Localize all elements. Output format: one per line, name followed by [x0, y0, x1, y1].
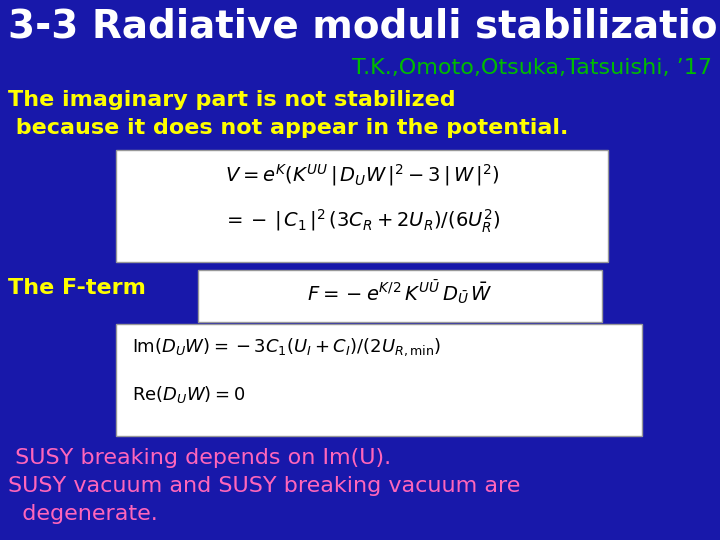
- Text: $\mathrm{Re}(D_U W) = 0$: $\mathrm{Re}(D_U W) = 0$: [132, 384, 246, 405]
- Text: The F-term: The F-term: [8, 278, 146, 298]
- Text: SUSY vacuum and SUSY breaking vacuum are: SUSY vacuum and SUSY breaking vacuum are: [8, 476, 521, 496]
- FancyBboxPatch shape: [116, 150, 608, 262]
- Text: because it does not appear in the potential.: because it does not appear in the potent…: [8, 118, 568, 138]
- FancyBboxPatch shape: [198, 270, 602, 322]
- Text: T.K.,Omoto,Otsuka,Tatsuishi, ’17: T.K.,Omoto,Otsuka,Tatsuishi, ’17: [352, 58, 712, 78]
- Text: SUSY breaking depends on Im(U).: SUSY breaking depends on Im(U).: [8, 448, 391, 468]
- Text: $= -\,|\,C_1\,|^2\,(3C_R + 2U_R)/(6U_R^2)$: $= -\,|\,C_1\,|^2\,(3C_R + 2U_R)/(6U_R^2…: [223, 208, 500, 235]
- Text: $V = e^{K}(K^{UU}\,|\,D_U W\,|^2 - 3\,|\,W\,|^2)$: $V = e^{K}(K^{UU}\,|\,D_U W\,|^2 - 3\,|\…: [225, 162, 499, 188]
- Text: The imaginary part is not stabilized: The imaginary part is not stabilized: [8, 90, 456, 110]
- Text: $\mathrm{Im}(D_U W) = -3C_1(U_I + C_I)/(2U_{R,\mathrm{min}})$: $\mathrm{Im}(D_U W) = -3C_1(U_I + C_I)/(…: [132, 336, 441, 357]
- Text: $F = -e^{K/2}\,K^{U\bar{U}}\,D_{\bar{U}}\,\bar{W}$: $F = -e^{K/2}\,K^{U\bar{U}}\,D_{\bar{U}}…: [307, 278, 493, 306]
- FancyBboxPatch shape: [116, 324, 642, 436]
- Text: 3-3 Radiative moduli stabilization: 3-3 Radiative moduli stabilization: [8, 8, 720, 46]
- Text: degenerate.: degenerate.: [8, 504, 158, 524]
